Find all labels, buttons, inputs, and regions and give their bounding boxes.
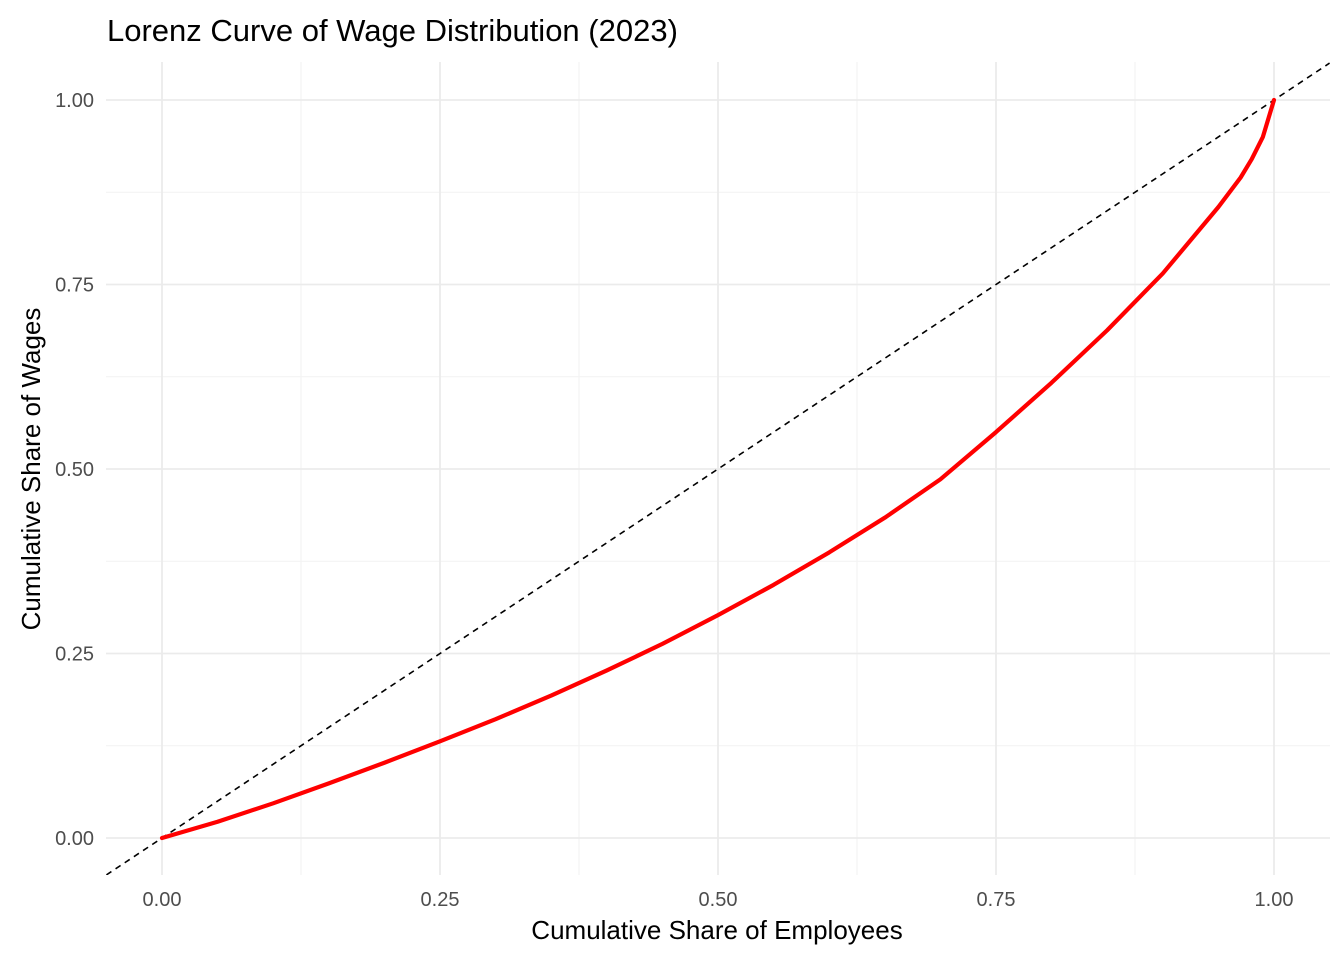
x-tick-label: 1.00 [1255, 889, 1294, 911]
y-tick-label: 0.75 [55, 275, 94, 297]
chart-title: Lorenz Curve of Wage Distribution (2023) [107, 13, 678, 48]
x-tick-label: 0.00 [143, 889, 182, 911]
y-tick-label: 0.25 [55, 644, 94, 666]
y-axis-title: Cumulative Share of Wages [16, 308, 46, 631]
lorenz-curve-line [159, 97, 1277, 841]
y-tick-label: 0.00 [55, 828, 94, 850]
y-tick-labels: 0.00 0.25 0.50 0.75 1.00 [55, 90, 94, 850]
y-tick-label: 1.00 [55, 90, 94, 112]
x-tick-label: 0.75 [977, 889, 1016, 911]
x-tick-label: 0.25 [421, 889, 460, 911]
y-tick-label: 0.50 [55, 459, 94, 481]
x-axis-title: Cumulative Share of Employees [531, 915, 902, 945]
x-tick-label: 0.50 [699, 889, 738, 911]
series-layer [106, 62, 1330, 875]
grid-major [106, 62, 1330, 875]
equality-line [106, 62, 1330, 875]
x-tick-labels: 0.00 0.25 0.50 0.75 1.00 [143, 889, 1294, 911]
